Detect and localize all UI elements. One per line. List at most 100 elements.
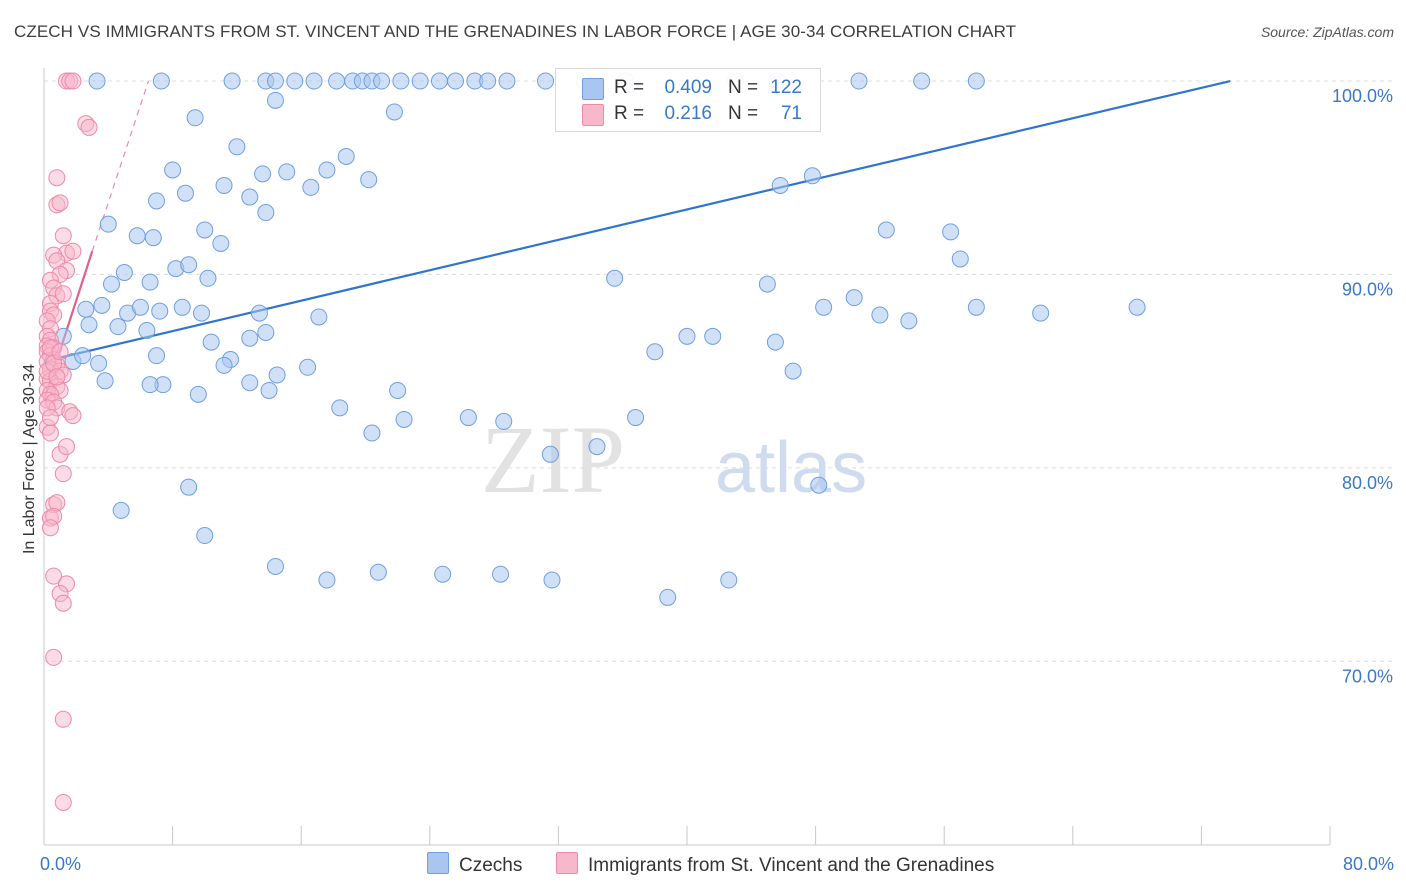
legend-item-czechs[interactable]: Czechs: [427, 852, 522, 877]
czech-point: [704, 327, 722, 345]
czech-point: [88, 72, 106, 90]
y-tick-label: 80.0%: [1342, 473, 1393, 493]
czech-point: [202, 333, 220, 351]
czech-point: [223, 72, 241, 90]
czech-point: [199, 269, 217, 287]
legend-n-label: N =: [728, 77, 759, 98]
czech-point: [148, 347, 166, 365]
watermark: ZIP atlas: [481, 406, 867, 513]
czech-point: [112, 501, 130, 519]
czech-point: [99, 215, 117, 233]
immigrant-point: [45, 648, 63, 666]
czech-point: [951, 250, 969, 268]
czech-point: [328, 72, 346, 90]
czech-point: [318, 571, 336, 589]
czech-point: [360, 171, 378, 189]
legend-label-czechs: Czechs: [459, 855, 523, 876]
immigrant-point: [54, 594, 72, 612]
czech-point: [96, 372, 114, 390]
czech-point: [215, 176, 233, 194]
czech-point: [228, 138, 246, 156]
czech-point: [196, 221, 214, 239]
czech-point: [784, 362, 802, 380]
czech-point: [1032, 304, 1050, 322]
czech-point: [331, 399, 349, 417]
czech-point: [646, 343, 664, 361]
czechs-trend-line: [43, 79, 1231, 363]
czech-point: [803, 167, 821, 185]
czech-point: [302, 178, 320, 196]
series-legend: Czechs Immigrants from St. Vincent and t…: [0, 852, 1406, 878]
legend-label-immigrants: Immigrants from St. Vincent and the Gren…: [588, 855, 995, 876]
immigrant-point: [54, 285, 72, 303]
czech-point: [810, 476, 828, 494]
czech-point: [173, 298, 191, 316]
czech-point: [151, 302, 169, 320]
legend-r-label: R =: [614, 77, 645, 98]
czech-point: [659, 588, 677, 606]
legend-swatch-blue: [427, 852, 449, 874]
czech-point: [541, 445, 559, 463]
czech-point: [411, 72, 429, 90]
czech-point: [373, 72, 391, 90]
czech-point: [268, 366, 286, 384]
czech-point: [93, 296, 111, 314]
czech-point: [90, 354, 108, 372]
immigrant-point: [51, 343, 69, 361]
immigrant-point: [41, 409, 59, 427]
czech-point: [310, 308, 328, 326]
czech-point: [850, 72, 868, 90]
czech-point: [900, 312, 918, 330]
czech-point: [479, 72, 497, 90]
legend-n-value: 122: [770, 77, 802, 98]
correlation-legend: R = 0.409 N = 122 R = 0.216 N = 71: [555, 68, 821, 132]
czech-point: [141, 376, 159, 394]
czech-point: [942, 223, 960, 241]
immigrant-point: [41, 519, 59, 537]
legend-item-immigrants[interactable]: Immigrants from St. Vincent and the Gren…: [556, 852, 994, 877]
czech-point: [363, 424, 381, 442]
czech-point: [186, 109, 204, 127]
czech-point: [241, 188, 259, 206]
czech-point: [543, 571, 561, 589]
czech-point: [212, 234, 230, 252]
czech-point: [176, 184, 194, 202]
czech-point: [148, 192, 166, 210]
czech-point: [771, 176, 789, 194]
czech-point: [241, 374, 259, 392]
immigrant-point: [64, 407, 82, 425]
czech-point: [389, 381, 407, 399]
czech-point: [337, 147, 355, 165]
czechs-points: [54, 72, 1146, 606]
legend-n-value: 71: [780, 103, 802, 124]
czech-point: [189, 385, 207, 403]
legend-r-value: 0.216: [664, 103, 712, 124]
czech-point: [128, 227, 146, 245]
immigrant-point: [80, 118, 98, 136]
czech-point: [131, 298, 149, 316]
y-tick-label: 100.0%: [1332, 86, 1393, 106]
legend-swatch-blue: [582, 78, 604, 100]
immigrant-point: [58, 438, 76, 456]
y-axis-label: In Labor Force | Age 30-34: [21, 364, 38, 554]
czech-point: [250, 304, 268, 322]
czech-point: [877, 221, 895, 239]
immigrant-point: [64, 242, 82, 260]
czech-point: [164, 161, 182, 179]
czech-point: [913, 72, 931, 90]
czech-point: [369, 563, 387, 581]
czech-point: [138, 322, 156, 340]
immigrant-point: [51, 194, 69, 212]
y-tick-labels: 70.0% 80.0% 90.0% 100.0%: [1332, 86, 1393, 686]
immigrant-point: [48, 169, 66, 187]
czech-point: [606, 269, 624, 287]
czech-point: [305, 72, 323, 90]
immigrant-point: [54, 465, 72, 483]
czech-point: [588, 438, 606, 456]
axes: [43, 68, 1331, 846]
czech-point: [678, 327, 696, 345]
czech-point: [967, 72, 985, 90]
czech-point: [492, 565, 510, 583]
czech-point: [141, 273, 159, 291]
